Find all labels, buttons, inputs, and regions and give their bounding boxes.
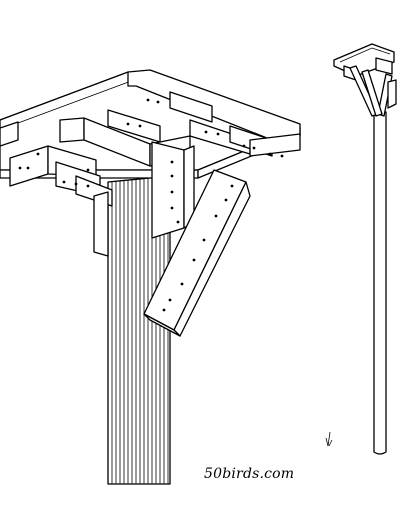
site-credit: 50birds.com xyxy=(204,466,295,482)
bolt-holes xyxy=(18,98,284,312)
bolt-dot xyxy=(126,122,130,126)
bolt-dot xyxy=(192,258,196,262)
detail-view xyxy=(0,69,301,485)
bolt-dot xyxy=(86,184,90,188)
vertical-support xyxy=(93,141,195,257)
bolt-dot xyxy=(280,154,284,158)
bolt-dot xyxy=(170,190,174,194)
bolt-dot xyxy=(74,182,78,186)
bolt-dot xyxy=(36,152,40,156)
bolt-dot xyxy=(180,282,184,286)
bolt-dot xyxy=(214,214,218,218)
bolt-dot xyxy=(138,124,142,128)
grass-tuft xyxy=(325,431,333,447)
bolt-dot xyxy=(170,160,174,164)
bolt-dot xyxy=(26,166,30,170)
full-view xyxy=(325,43,397,455)
bolt-dot xyxy=(168,298,172,302)
bolt-dot xyxy=(162,308,166,312)
bolt-dot xyxy=(86,168,90,172)
diagonal-brace xyxy=(143,169,251,337)
bolt-dot xyxy=(242,144,246,148)
bolt-dot xyxy=(230,184,234,188)
bolt-dot xyxy=(18,166,22,170)
bolt-dot xyxy=(146,98,150,102)
bolt-dot xyxy=(216,132,220,136)
bolt-dot xyxy=(170,174,174,178)
bolt-dot xyxy=(204,130,208,134)
bolt-dot xyxy=(252,146,256,150)
bolt-dot xyxy=(170,206,174,210)
full-view-pole xyxy=(373,111,387,455)
bolt-dot xyxy=(62,180,66,184)
bolt-dot xyxy=(224,198,228,202)
bolt-dot xyxy=(202,238,206,242)
bolt-dot xyxy=(268,152,272,156)
bolt-dot xyxy=(176,220,180,224)
bolt-dot xyxy=(156,100,160,104)
